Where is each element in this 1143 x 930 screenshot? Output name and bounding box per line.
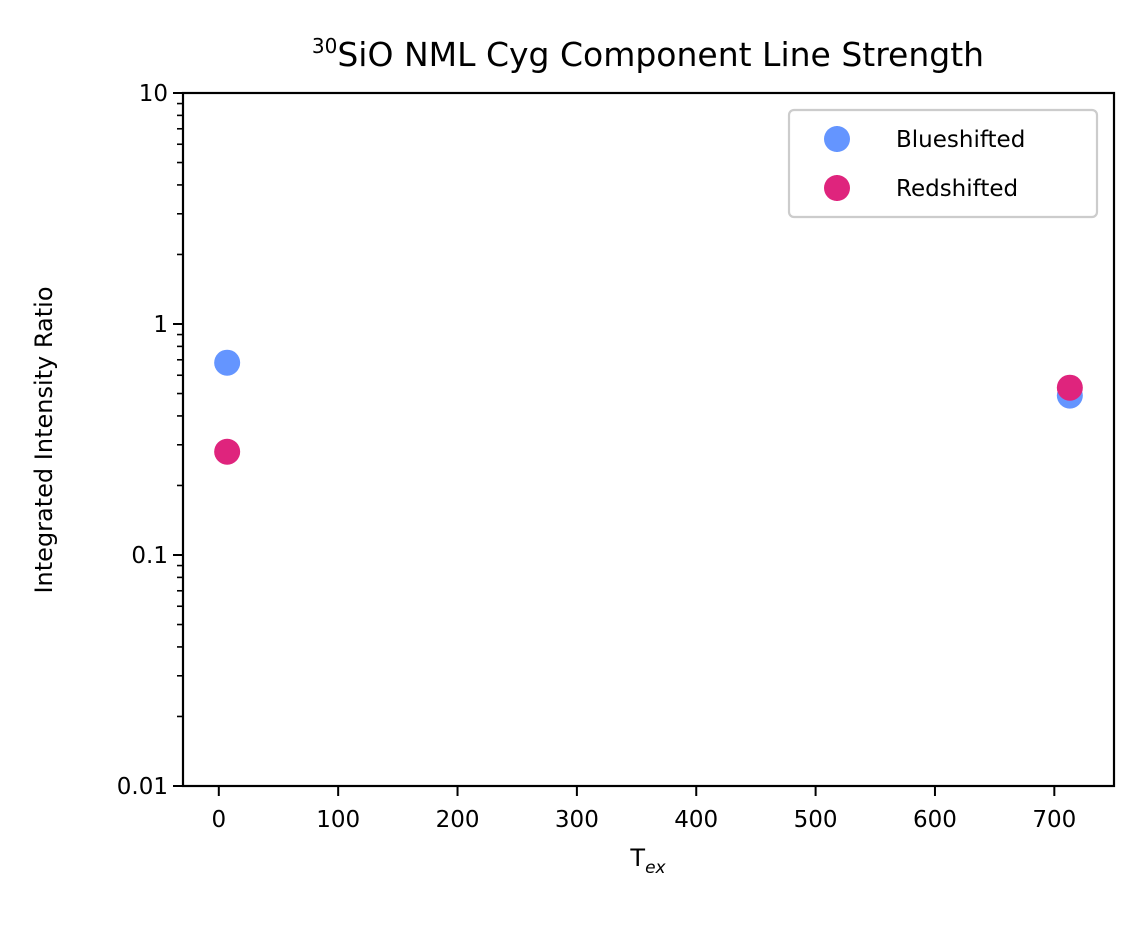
chart-title-sup: 30 <box>312 34 337 58</box>
x-tick-label: 700 <box>1032 807 1076 833</box>
y-tick-label: 0.1 <box>131 543 168 569</box>
x-tick-label: 300 <box>555 807 599 833</box>
y-tick-label: 1 <box>153 312 168 338</box>
chart-title-main: SiO NML Cyg Component Line Strength <box>337 35 984 74</box>
x-tick-label: 400 <box>674 807 718 833</box>
plot-frame <box>181 91 1116 788</box>
x-axis-label-sub: ex <box>645 858 666 878</box>
data-point <box>1056 374 1083 401</box>
legend-marker <box>824 175 850 201</box>
legend-label: Redshifted <box>896 176 1018 202</box>
legend-box <box>787 108 1099 219</box>
x-tick-label: 100 <box>316 807 360 833</box>
data-point <box>214 438 241 465</box>
x-tick-label: 0 <box>211 807 226 833</box>
data-points <box>214 349 1083 465</box>
chart-title: 30SiO NML Cyg Component Line Strength <box>312 34 984 74</box>
x-tick-label: 600 <box>913 807 957 833</box>
y-tick-label: 0.01 <box>117 774 168 800</box>
legend-marker <box>824 126 850 152</box>
x-tick-label: 200 <box>436 807 480 833</box>
y-tick-label: 10 <box>139 81 168 107</box>
y-axis-ticks: 0.01 0.1 1 10 <box>117 81 183 800</box>
y-axis-label: Integrated Intensity Ratio <box>30 286 58 593</box>
x-axis-ticks: 0 100 200 300 400 500 600 700 <box>211 786 1076 833</box>
x-axis-label-main: T <box>629 844 645 872</box>
data-point <box>214 349 241 376</box>
x-tick-label: 500 <box>794 807 838 833</box>
legend: Blueshifted Redshifted <box>787 108 1099 219</box>
legend-label: Blueshifted <box>896 127 1025 153</box>
x-axis-label: Tex <box>629 844 666 878</box>
